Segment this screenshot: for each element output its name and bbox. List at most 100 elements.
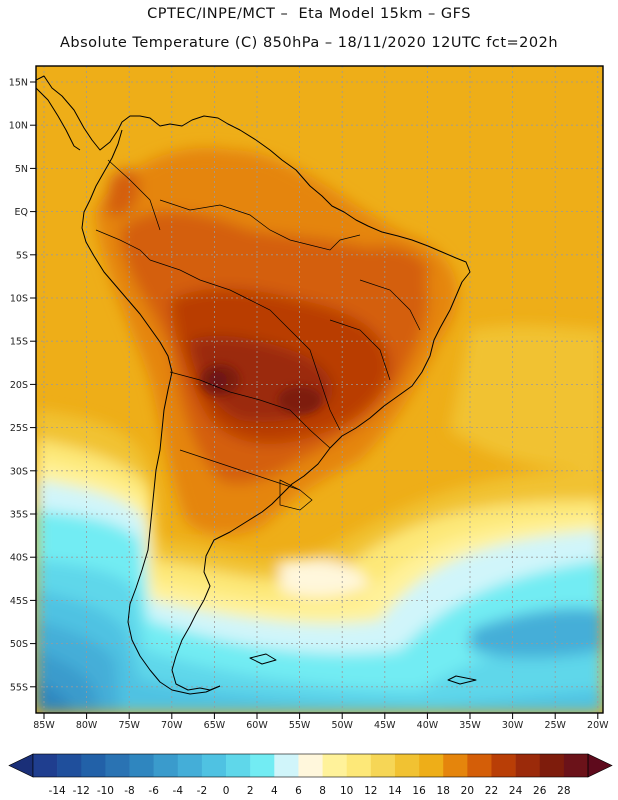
map-frame bbox=[35, 65, 604, 714]
lon-label: 85W bbox=[33, 720, 55, 731]
colorbar-swatch bbox=[419, 754, 444, 777]
colorbar-tick-label: -12 bbox=[73, 785, 90, 797]
border-brazil-west bbox=[149, 259, 341, 431]
lat-label: EQ bbox=[15, 207, 28, 218]
lon-label: 55W bbox=[289, 720, 311, 731]
colorbar-swatch bbox=[129, 754, 154, 777]
latitude-labels: 15N 10N 5N EQ 5S 10S 15S 20S 25S 30S 35S 40S 45S 50S 5… bbox=[9, 78, 36, 693]
colorbar-tick-label: -8 bbox=[124, 785, 134, 797]
colorbar-tick-label: -6 bbox=[148, 785, 159, 797]
colorbar-tick-label: 28 bbox=[557, 785, 570, 797]
colorbar-swatch bbox=[250, 754, 275, 777]
colorbar-tick-label: 8 bbox=[319, 785, 326, 797]
colorbar-swatch bbox=[298, 754, 323, 777]
colorbar-swatch bbox=[105, 754, 130, 777]
coast-south-america-east bbox=[36, 75, 471, 691]
temperature-field bbox=[36, 66, 603, 713]
colorbar-tick-label: 2 bbox=[247, 785, 254, 797]
colorbar-tick-label: 20 bbox=[461, 785, 474, 797]
border-ecuador-peru bbox=[95, 229, 151, 261]
colorbar: -14 -12 -10 -8 -6 -4 -2 0 2 4 6 8 10 12 14 16 18 20 22 24 26… bbox=[8, 753, 613, 797]
border-bolivia-south bbox=[169, 371, 331, 449]
colorbar-swatch bbox=[394, 754, 420, 777]
lat-label: 25S bbox=[10, 423, 28, 434]
lat-label: 10S bbox=[10, 294, 28, 305]
colorbar-swatch bbox=[153, 754, 179, 777]
colorbar-swatch bbox=[443, 754, 468, 777]
colorbar-swatch bbox=[177, 754, 203, 777]
colorbar-swatch bbox=[81, 754, 106, 777]
colorbar-tick-label: 14 bbox=[388, 785, 402, 797]
longitude-labels: 85W 80W 75W 70W 65W 60W 55W 50W 45W 40W 35W 30W 25W 2… bbox=[33, 713, 609, 731]
lat-label: 20S bbox=[10, 380, 28, 391]
border-colombia bbox=[107, 159, 161, 231]
coast-falklands bbox=[447, 675, 477, 685]
coast-central-america bbox=[36, 87, 81, 151]
lat-label: 55S bbox=[10, 682, 28, 693]
lon-label: 20W bbox=[587, 720, 609, 731]
colorbar-swatch bbox=[274, 754, 299, 777]
lon-label: 60W bbox=[246, 720, 268, 731]
lat-label: 40S bbox=[10, 553, 28, 564]
lon-label: 65W bbox=[204, 720, 226, 731]
colorbar-swatch bbox=[33, 754, 58, 777]
border-brazil-states-2 bbox=[329, 319, 391, 381]
colorbar-tick-label: 0 bbox=[223, 785, 230, 797]
colorbar-tick-label: 10 bbox=[340, 785, 353, 797]
colorbar-swatch bbox=[226, 754, 251, 777]
coastlines bbox=[36, 75, 477, 695]
colorbar-tick-label: -4 bbox=[173, 785, 184, 797]
colorbar-tick-label: 16 bbox=[412, 785, 426, 797]
colorbar-swatch bbox=[346, 754, 372, 777]
lat-label: 45S bbox=[10, 596, 28, 607]
colorbar-tick-label: 26 bbox=[533, 785, 547, 797]
country-borders bbox=[95, 159, 421, 511]
coast-south-america-west bbox=[81, 129, 221, 695]
lon-label: 35W bbox=[459, 720, 481, 731]
lat-label: 30S bbox=[10, 466, 28, 477]
lat-label: 5S bbox=[16, 250, 28, 261]
colorbar-tick-label: -14 bbox=[49, 785, 66, 797]
colorbar-swatch bbox=[57, 754, 82, 777]
colorbar-tick-label: 4 bbox=[271, 785, 278, 797]
lat-label: 50S bbox=[10, 639, 28, 650]
colorbar-swatch bbox=[467, 754, 492, 777]
lon-label: 80W bbox=[76, 720, 98, 731]
colorbar-tick-label: 12 bbox=[364, 785, 377, 797]
lat-label: 15N bbox=[9, 78, 28, 89]
chart-subtitle: Absolute Temperature (C) 850hPa – 18/11/… bbox=[59, 35, 559, 51]
border-north bbox=[159, 199, 361, 251]
lon-label: 50W bbox=[331, 720, 353, 731]
colorbar-tick-label: 24 bbox=[509, 785, 523, 797]
lon-label: 30W bbox=[502, 720, 524, 731]
lon-label: 40W bbox=[417, 720, 439, 731]
lon-label: 45W bbox=[374, 720, 396, 731]
lon-label: 70W bbox=[161, 720, 183, 731]
colorbar-swatch bbox=[539, 754, 565, 777]
border-uruguay bbox=[279, 479, 313, 511]
colorbar-tick-label: -2 bbox=[197, 785, 207, 797]
lat-label: 15S bbox=[10, 337, 28, 348]
lat-label: 10N bbox=[9, 121, 28, 132]
colorbar-swatch bbox=[201, 754, 227, 777]
colorbar-swatch bbox=[515, 754, 541, 777]
colorbar-swatch bbox=[322, 754, 347, 777]
border-brazil-states-1 bbox=[359, 279, 421, 331]
lon-label: 25W bbox=[544, 720, 566, 731]
chart-title: CPTEC/INPE/MCT – Eta Model 15km – GFS bbox=[147, 6, 471, 22]
colorbar-tick-label: 6 bbox=[295, 785, 302, 797]
colorbar-swatch bbox=[491, 754, 516, 777]
lat-label: 35S bbox=[10, 510, 28, 521]
colorbar-tick-label: 22 bbox=[485, 785, 498, 797]
lat-label: 5N bbox=[15, 164, 28, 175]
colorbar-right-arrow bbox=[587, 753, 613, 778]
colorbar-frame bbox=[32, 753, 589, 778]
coast-island bbox=[249, 653, 277, 665]
colorbar-left-arrow bbox=[8, 753, 34, 778]
colorbar-swatch bbox=[370, 754, 396, 777]
colorbar-swatch bbox=[563, 754, 589, 777]
colorbar-tick-label: -10 bbox=[97, 785, 114, 797]
colorbar-tick-label: 18 bbox=[437, 785, 450, 797]
lon-label: 75W bbox=[118, 720, 140, 731]
